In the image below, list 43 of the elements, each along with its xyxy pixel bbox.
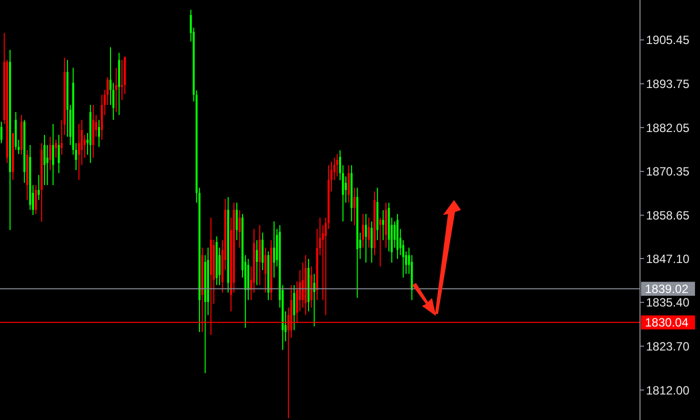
candlestick [0, 121, 2, 144]
candlestick [262, 232, 264, 271]
y-tick-label: 1847.10 [646, 252, 690, 266]
candlestick [238, 210, 241, 248]
candlestick [98, 119, 100, 148]
candlestick [348, 164, 350, 204]
candlestick [46, 144, 48, 186]
candlestick [293, 284, 296, 331]
y-tick-label: 1905.45 [646, 33, 690, 48]
candlestick [236, 202, 238, 241]
candlestick [78, 124, 80, 180]
y-tick-label: 1823.70 [646, 339, 690, 354]
ref-line-label: 1839.02 [645, 282, 689, 296]
candlestick [379, 217, 382, 267]
candlestick [120, 59, 123, 101]
candlestick [38, 174, 40, 201]
candlestick [370, 220, 373, 264]
candlestick [344, 176, 347, 204]
candlestick [382, 210, 384, 241]
candlestick [362, 213, 364, 248]
candlestick [353, 187, 356, 226]
y-tick-label: 1882.05 [646, 120, 690, 135]
candlestick [49, 136, 52, 171]
candlestick [115, 67, 118, 113]
candlestick [52, 124, 54, 186]
ref-line-label: 1830.04 [645, 315, 689, 330]
candlestick [336, 153, 338, 177]
candlestick [273, 220, 276, 278]
candlestick [256, 240, 258, 286]
candlestick [394, 220, 396, 248]
y-tick-label: 1835.40 [646, 296, 690, 310]
candlestick [258, 224, 261, 286]
y-tick-label: 1893.75 [646, 77, 690, 91]
y-tick-label: 1870.35 [646, 164, 690, 179]
candlestick [34, 184, 37, 214]
candlestick [58, 134, 60, 174]
candlestick [368, 217, 370, 248]
y-tick-label: 1858.65 [646, 208, 690, 223]
y-tick-label: 1812.00 [646, 383, 690, 398]
candlestick [364, 213, 367, 264]
candlestick [54, 139, 57, 158]
candlestick [264, 247, 266, 294]
candlestick [43, 134, 46, 186]
